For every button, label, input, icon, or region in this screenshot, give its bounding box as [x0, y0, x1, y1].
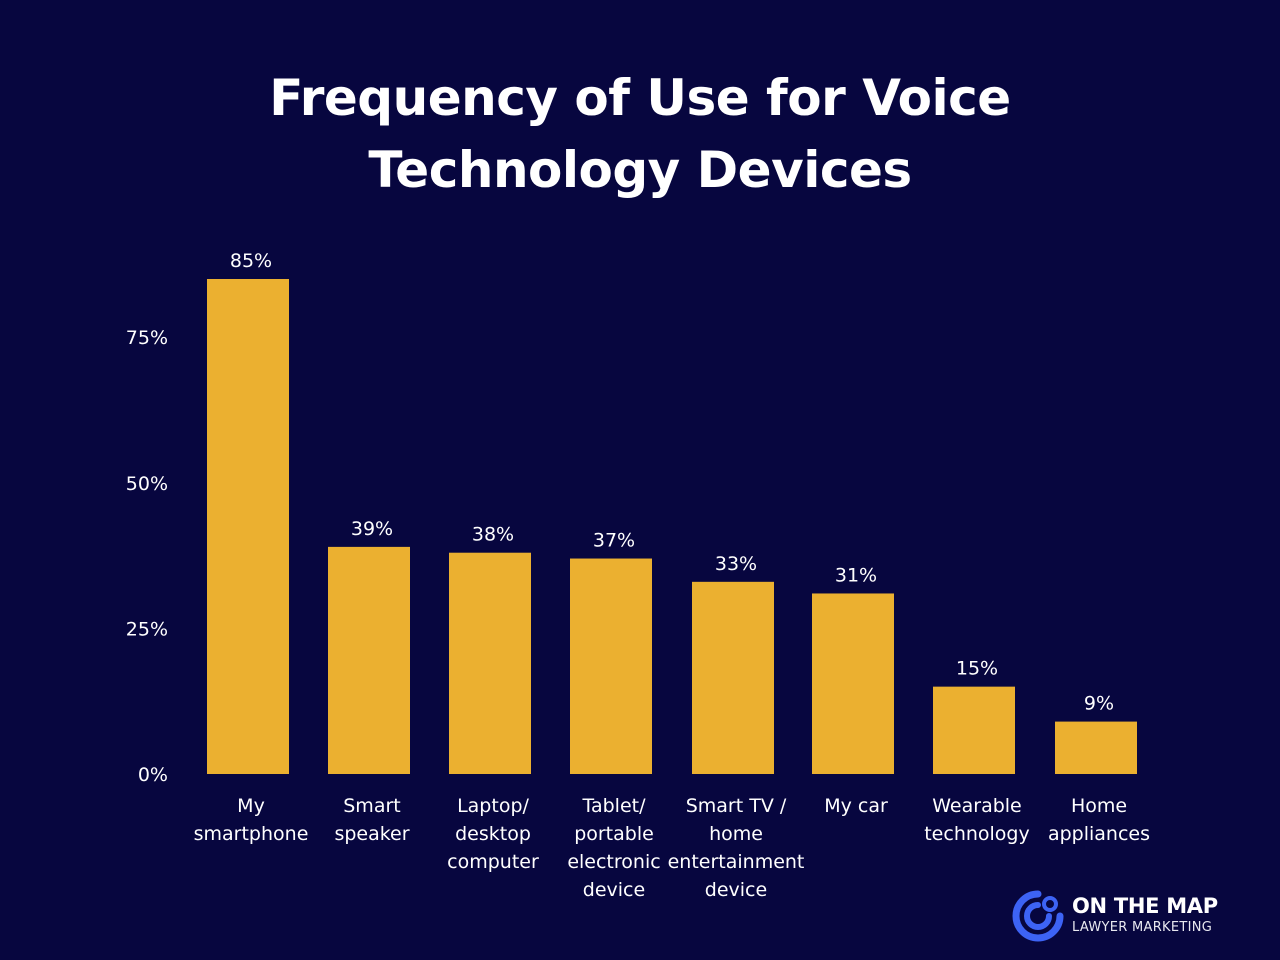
category-label: Tablet/portable electronic device — [567, 795, 660, 901]
bar — [328, 546, 410, 774]
data-label: 39% — [351, 518, 393, 540]
bar — [449, 552, 531, 774]
bar — [692, 581, 774, 774]
bar — [207, 279, 289, 774]
brand-tagline: LAWYER MARKETING — [1072, 920, 1213, 935]
bar — [1055, 721, 1137, 774]
x-axis-category-labels: My smartphone Smart speaker Laptop/desktop co… — [194, 795, 1150, 901]
data-labels: 85% 39% 38% 37% 33% 31% 15% 9% — [230, 250, 1114, 715]
category-label: Smart speaker — [334, 795, 409, 845]
y-tick-label: 0% — [138, 764, 168, 786]
category-label: Wearable technology — [924, 795, 1030, 845]
data-label: 38% — [472, 524, 514, 546]
category-label: Home appliances — [1048, 795, 1150, 845]
brand-name: ON THE MAP — [1072, 894, 1218, 918]
chart-title: Frequency of Use for Voice Technology De… — [269, 69, 1011, 199]
y-axis-ticks: 0% 25% 50% 75% — [126, 327, 168, 786]
data-label: 37% — [593, 530, 635, 552]
data-label: 33% — [715, 553, 757, 575]
bar-series — [207, 279, 1137, 774]
on-the-map-logo-icon — [1012, 890, 1064, 942]
category-label: My car — [824, 795, 888, 817]
y-tick-label: 25% — [126, 618, 168, 640]
data-label: 15% — [956, 658, 998, 680]
category-label: My smartphone — [194, 795, 309, 845]
y-tick-label: 75% — [126, 327, 168, 349]
data-label: 9% — [1084, 693, 1114, 715]
data-label: 85% — [230, 250, 272, 272]
category-label: Smart TV / home entertainment device — [668, 795, 805, 901]
brand-logo-block: ON THE MAP LAWYER MARKETING — [1012, 890, 1232, 942]
data-label: 31% — [835, 564, 877, 586]
y-tick-label: 50% — [126, 473, 168, 495]
bar — [570, 558, 652, 774]
bar — [812, 593, 894, 774]
category-label: Laptop/desktop computer — [447, 795, 539, 873]
bar — [933, 686, 1015, 774]
